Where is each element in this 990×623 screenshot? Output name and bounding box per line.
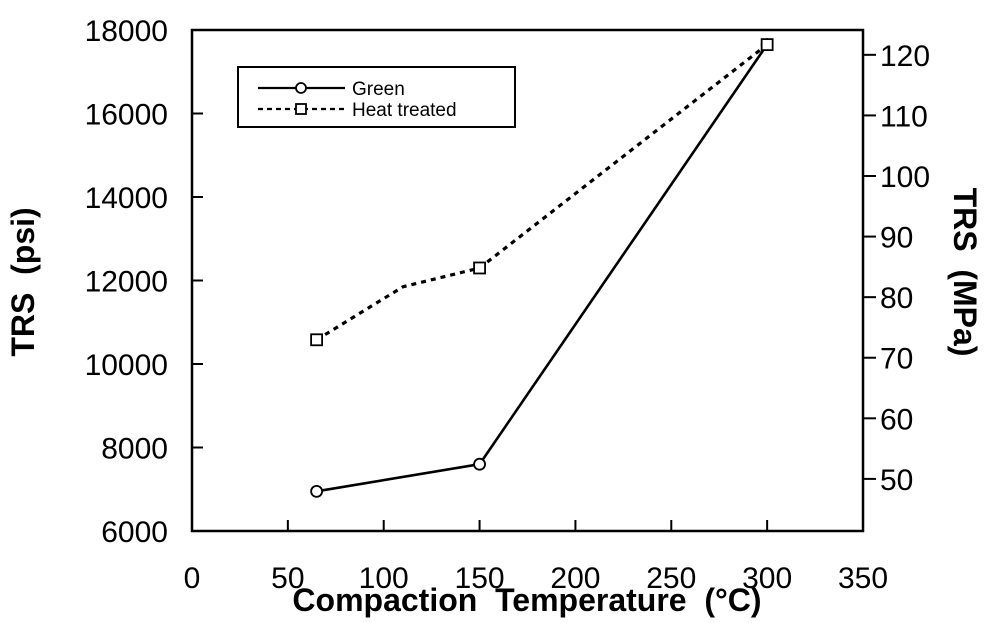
x-tick-label: 300 bbox=[742, 562, 792, 595]
x-tick-label: 200 bbox=[550, 562, 600, 595]
y2-tick-label: 50 bbox=[880, 464, 913, 497]
x-axis: 0 50 100 150 200 250 300 350 bbox=[184, 520, 888, 595]
y2-tick-label: 60 bbox=[880, 403, 913, 436]
y-axis-left: 6000 8000 10000 12000 14000 16000 18000 bbox=[85, 15, 203, 549]
y-tick-label: 10000 bbox=[85, 349, 168, 382]
x-tick-label: 350 bbox=[838, 562, 888, 595]
series-layer bbox=[310, 38, 774, 498]
legend-marker-square bbox=[295, 103, 307, 115]
y2-axis-title: TRS (MPa) bbox=[947, 188, 983, 357]
data-point bbox=[760, 38, 774, 52]
legend-label: Heat treated bbox=[352, 100, 457, 121]
x-tick-label: 50 bbox=[271, 562, 304, 595]
data-point bbox=[310, 484, 324, 498]
legend-label: Green bbox=[352, 79, 405, 100]
x-tick-label: 150 bbox=[455, 562, 505, 595]
y-tick-label: 18000 bbox=[85, 15, 168, 48]
x-tick-label: 0 bbox=[184, 562, 201, 595]
y2-tick-label: 70 bbox=[880, 343, 913, 376]
x-tick-label: 100 bbox=[359, 562, 409, 595]
y-axis-title: TRS (psi) bbox=[5, 207, 41, 356]
y-axis-right: 50 60 70 80 90 100 110 120 bbox=[863, 40, 930, 497]
y-tick-label: 14000 bbox=[85, 182, 168, 215]
y2-tick-label: 110 bbox=[880, 100, 928, 133]
y-tick-label: 12000 bbox=[85, 266, 168, 299]
data-point bbox=[310, 333, 324, 347]
series-line-1 bbox=[315, 43, 769, 342]
y-tick-label: 6000 bbox=[101, 516, 168, 549]
y2-tick-label: 100 bbox=[880, 161, 930, 194]
y2-tick-label: 120 bbox=[880, 40, 930, 73]
legend-marker-circle bbox=[295, 82, 307, 94]
y2-tick-label: 90 bbox=[880, 222, 913, 255]
y2-tick-label: 80 bbox=[880, 282, 913, 315]
data-point bbox=[473, 261, 486, 275]
legend-box bbox=[237, 66, 516, 128]
data-point bbox=[473, 457, 486, 471]
y-tick-label: 8000 bbox=[101, 433, 168, 466]
x-axis-title: Compaction Temperature (°C) bbox=[292, 582, 761, 618]
y-tick-label: 16000 bbox=[85, 99, 168, 132]
x-tick-label: 250 bbox=[646, 562, 696, 595]
